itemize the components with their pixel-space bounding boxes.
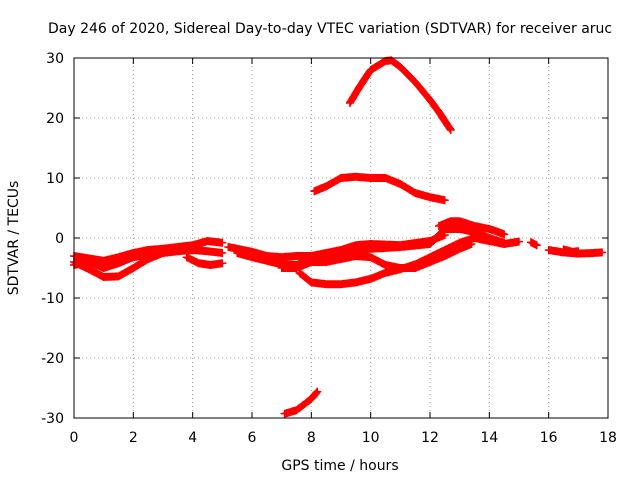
data-marker-trace <box>182 253 227 269</box>
series-arc-n <box>345 56 455 134</box>
x-tick-label: 16 <box>540 430 558 446</box>
series-arc-h <box>295 234 523 289</box>
x-tick-label: 8 <box>307 430 316 446</box>
y-tick-label: 10 <box>46 171 64 187</box>
series-arc-d <box>182 253 227 269</box>
data-points <box>70 56 607 418</box>
y-axis-label: SDTVAR / TECUs <box>6 181 22 296</box>
data-marker-trace <box>310 172 449 205</box>
x-tick-label: 6 <box>248 430 257 446</box>
x-tick-label: 4 <box>188 430 197 446</box>
y-tick-label: -10 <box>41 291 64 307</box>
series-arc-j <box>526 238 541 250</box>
x-tick-label: 12 <box>421 430 439 446</box>
y-tick-label: -30 <box>41 411 64 427</box>
y-tick-label: 30 <box>46 51 64 67</box>
y-tick-label: -20 <box>41 351 64 367</box>
x-tick-label: 18 <box>599 430 617 446</box>
series-arc-l <box>559 245 583 256</box>
data-marker-trace <box>434 217 509 239</box>
data-marker-trace <box>280 387 322 418</box>
x-tick-label: 2 <box>129 430 138 446</box>
data-marker-trace <box>526 238 541 250</box>
y-ticks: -30 -20 -10 0 10 20 30 <box>41 51 608 427</box>
x-ticks: 0 2 4 6 8 10 12 14 16 18 <box>70 58 617 446</box>
y-tick-label: 20 <box>46 111 64 127</box>
y-tick-label: 0 <box>55 231 64 247</box>
series-arc-o <box>280 387 322 418</box>
chart-title: Day 246 of 2020, Sidereal Day-to-day VTE… <box>48 21 612 37</box>
series-arc-m <box>310 172 449 205</box>
data-marker-trace <box>295 234 523 289</box>
data-marker-trace <box>559 245 583 256</box>
series-arc-i <box>434 217 509 239</box>
grid <box>74 58 608 418</box>
x-tick-label: 14 <box>480 430 498 446</box>
x-tick-label: 0 <box>70 430 79 446</box>
x-axis-label: GPS time / hours <box>281 458 398 474</box>
data-marker-trace <box>345 56 455 134</box>
x-tick-label: 10 <box>362 430 380 446</box>
